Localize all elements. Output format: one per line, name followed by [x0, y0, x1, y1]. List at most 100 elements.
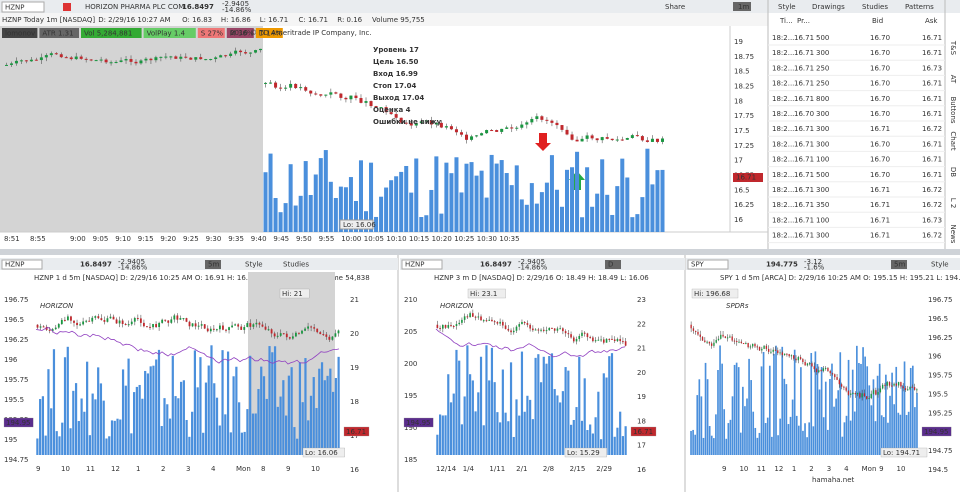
sale-cell: 16.71 — [922, 110, 942, 118]
candle — [613, 339, 616, 342]
volume-bar — [889, 395, 891, 455]
volume-bar — [520, 351, 524, 455]
volume-bar — [810, 352, 813, 455]
sale-cell: 300 — [816, 232, 829, 240]
candle — [439, 122, 443, 128]
side-tab[interactable]: AT — [949, 75, 957, 84]
symbol-input[interactable]: SPY — [691, 261, 705, 269]
toolbar-button[interactable]: 1m — [738, 3, 749, 11]
volume-bar — [439, 414, 442, 455]
candle — [804, 362, 806, 366]
volume-bar — [144, 370, 147, 455]
candle — [64, 57, 68, 59]
volume-bar — [268, 346, 271, 455]
toolbar-button[interactable]: Studies — [283, 261, 309, 269]
toolbar-button[interactable]: Drawings — [812, 3, 845, 11]
sale-cell: 16.71 — [922, 95, 942, 103]
toolbar-button[interactable]: Studies — [862, 3, 888, 11]
side-tab[interactable]: DB — [949, 167, 957, 177]
symbol-input[interactable]: HZNP — [5, 261, 25, 269]
volume-bar — [878, 363, 881, 455]
volume-bar — [404, 165, 409, 232]
volume-bar — [635, 214, 640, 232]
candle — [720, 334, 722, 339]
x-tick: 2/8 — [543, 465, 554, 473]
annotation: Стоп 17.04 — [373, 82, 417, 90]
candle — [731, 336, 733, 341]
symbol-input[interactable]: HZNP — [5, 4, 25, 12]
toolbar-button[interactable]: Patterns — [905, 3, 934, 11]
volume-bar — [328, 181, 333, 232]
volume-bar — [569, 424, 573, 455]
candle — [94, 60, 98, 62]
time-tick: 10:10 — [386, 235, 406, 243]
sale-cell: 16.71 — [794, 125, 814, 133]
left-tick: 195.5 — [4, 396, 24, 404]
candle — [458, 322, 461, 325]
candle — [129, 59, 133, 62]
candle — [475, 135, 479, 137]
low-label-box — [339, 219, 374, 230]
candle — [325, 334, 328, 337]
candle — [863, 393, 866, 397]
candle — [399, 117, 403, 123]
symbol-input[interactable]: HZNP — [405, 261, 425, 269]
volume-bar — [733, 364, 736, 455]
candle — [322, 334, 325, 336]
toolbar-button[interactable]: Share — [665, 3, 685, 11]
sale-cell: 350 — [816, 201, 829, 209]
time-tick: 9:35 — [228, 235, 244, 243]
candle — [897, 382, 900, 386]
candle — [121, 320, 124, 324]
watermark: 2016 © TD Ameritrade IP Company, Inc. — [230, 29, 372, 37]
volume-bar — [773, 353, 775, 455]
volume-bar — [833, 406, 835, 455]
toolbar-button[interactable]: Style — [931, 261, 949, 269]
candle — [369, 101, 373, 107]
side-tab[interactable]: Chart — [949, 131, 957, 150]
volume-bar — [831, 363, 833, 455]
side-tab[interactable]: L 2 — [949, 198, 957, 209]
candle — [276, 335, 279, 337]
price-label: 16.71 — [346, 428, 366, 436]
toolbar-button[interactable]: Style — [778, 3, 796, 11]
symbol-box[interactable] — [401, 259, 443, 270]
volume-bar — [843, 422, 846, 455]
volume-bar — [196, 387, 199, 455]
candle — [194, 57, 198, 60]
symbol-box[interactable] — [687, 259, 729, 270]
volume-bar — [447, 374, 450, 455]
volume-bar — [135, 386, 138, 455]
toolbar-button[interactable]: Style — [245, 261, 263, 269]
candle — [710, 343, 713, 346]
candle — [834, 374, 836, 378]
side-tab[interactable]: Buttons — [949, 96, 957, 123]
symbol-box[interactable] — [1, 259, 43, 270]
candle — [545, 119, 549, 121]
candle — [655, 138, 659, 142]
side-tab[interactable]: News — [949, 225, 957, 244]
symbol-box[interactable] — [1, 1, 45, 13]
candle — [442, 324, 444, 329]
compare-line — [35, 326, 340, 365]
candle — [640, 136, 644, 141]
sale-cell: 16.72 — [922, 201, 942, 209]
candle — [152, 324, 154, 328]
volume-bar — [298, 195, 303, 232]
sale-cell: 16.71 — [794, 171, 814, 179]
volume-bar — [124, 385, 127, 455]
volume-bar — [493, 382, 496, 455]
volume-bar — [597, 391, 600, 455]
volume-bar — [474, 175, 479, 232]
candle — [583, 332, 586, 334]
candle — [304, 328, 306, 331]
sale-cell: 16.71 — [794, 34, 814, 42]
volume-bar — [182, 380, 185, 455]
volume-bar — [621, 436, 624, 455]
volume-bar — [334, 377, 337, 455]
volume-bar — [221, 350, 224, 455]
volume-bar — [251, 413, 255, 455]
side-tab[interactable]: T&S — [949, 40, 957, 56]
candle — [520, 124, 524, 128]
volume-bar — [469, 162, 474, 232]
